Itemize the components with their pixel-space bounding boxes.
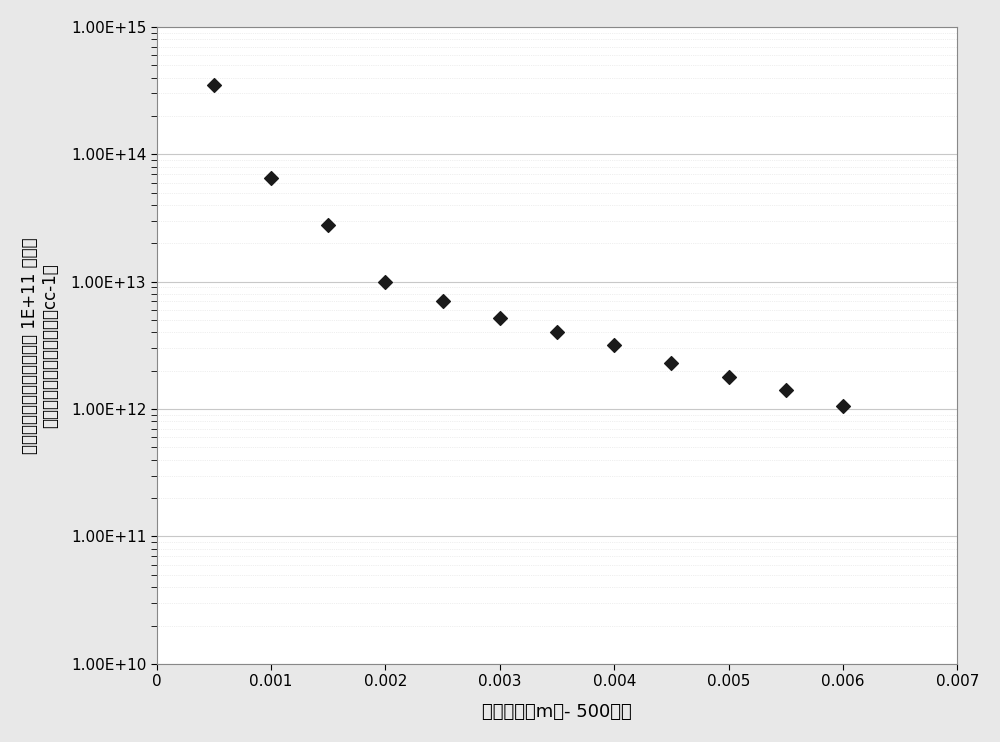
Y-axis label: 上室中所需的、针对下室中 1E+11 的离子
密度的、源中的离子密度（cc-1）: 上室中所需的、针对下室中 1E+11 的离子 密度的、源中的离子密度（cc-1） xyxy=(21,237,60,453)
Point xyxy=(778,384,794,396)
Point xyxy=(206,79,222,91)
Point xyxy=(549,326,565,338)
Point xyxy=(663,357,679,369)
Point xyxy=(320,219,336,231)
X-axis label: 管孔直径（m）- 500个孔: 管孔直径（m）- 500个孔 xyxy=(482,703,632,721)
Point xyxy=(606,339,622,351)
Point xyxy=(377,276,393,288)
Point xyxy=(492,312,508,324)
Point xyxy=(721,370,737,382)
Point xyxy=(835,401,851,413)
Point xyxy=(263,172,279,184)
Point xyxy=(435,295,451,307)
